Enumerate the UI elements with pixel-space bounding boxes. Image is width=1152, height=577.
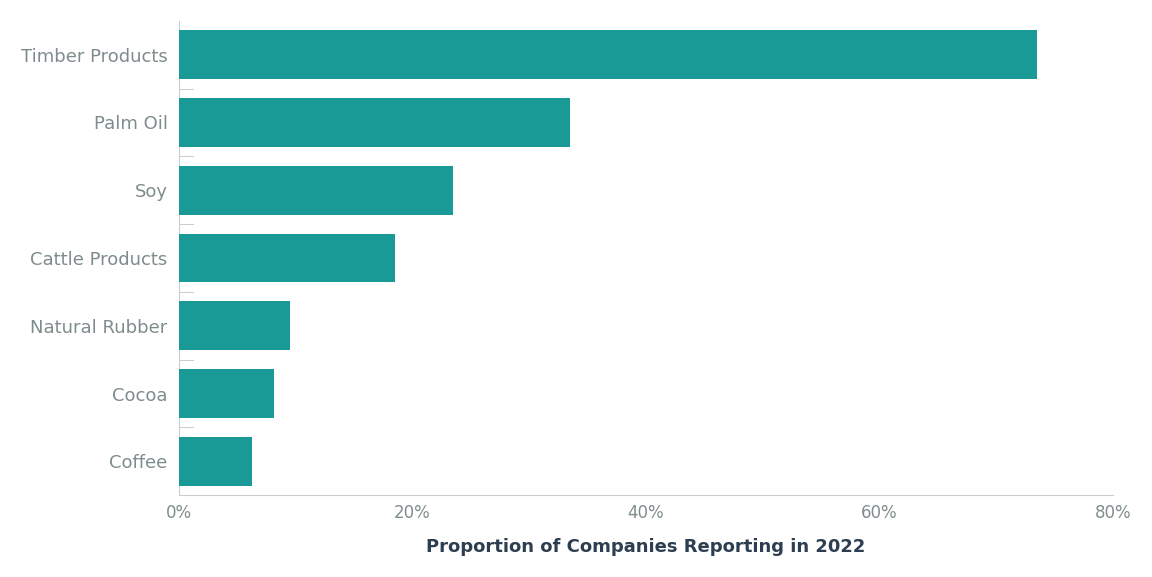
Bar — [179, 234, 395, 282]
Bar — [179, 437, 252, 486]
Bar — [179, 369, 274, 418]
Bar — [179, 166, 453, 215]
Bar — [179, 31, 1037, 79]
Bar — [179, 98, 570, 147]
Bar — [179, 301, 289, 350]
X-axis label: Proportion of Companies Reporting in 2022: Proportion of Companies Reporting in 202… — [426, 538, 865, 556]
